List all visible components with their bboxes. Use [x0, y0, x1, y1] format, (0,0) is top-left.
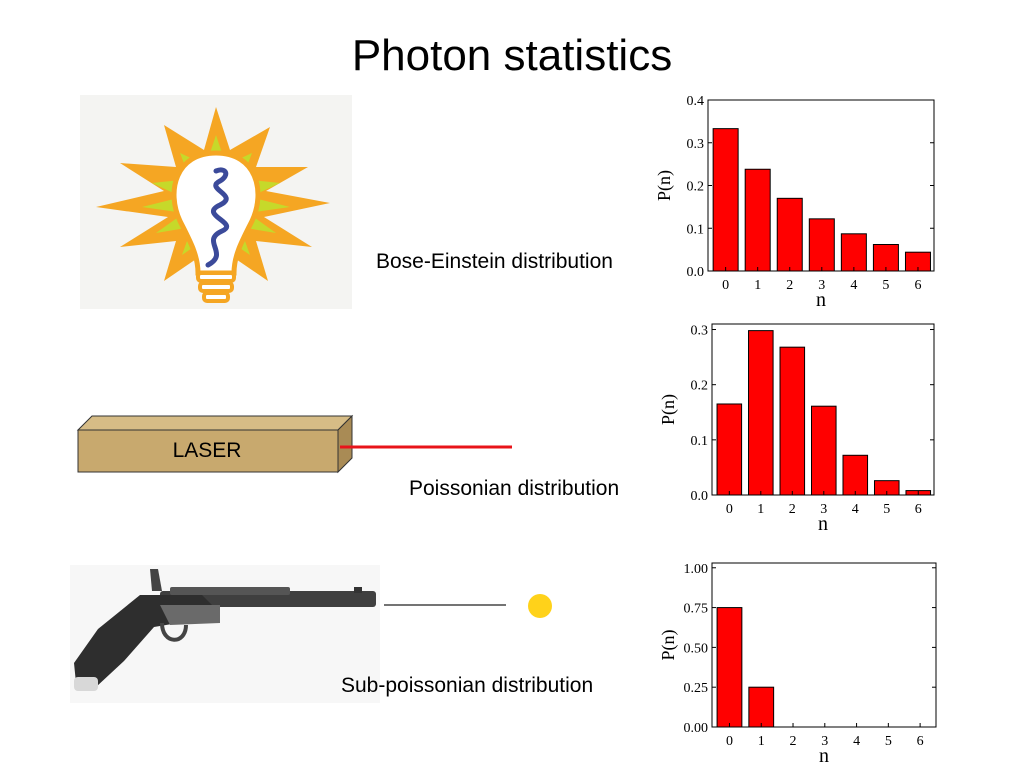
bar — [811, 405, 837, 496]
y-tick-label: 0.0 — [691, 489, 709, 504]
y-tick-label: 0.4 — [687, 94, 705, 109]
x-tick-label: 1 — [757, 502, 764, 517]
y-tick-label: 0.25 — [684, 681, 709, 696]
x-axis-label: n — [818, 513, 828, 535]
bar — [872, 243, 899, 272]
x-tick-label: 3 — [821, 734, 828, 749]
laser-beam — [340, 445, 512, 449]
chart-poissonian: 0 1 2 3 4 5 6 0.0 0.1 0.2 0.3 n P(n) — [642, 320, 942, 542]
y-axis-label: P(n) — [658, 394, 679, 425]
x-tick-label: 0 — [726, 734, 733, 749]
y-axis-label: P(n) — [654, 170, 675, 201]
bar — [744, 168, 771, 272]
x-tick-label: 3 — [818, 278, 825, 293]
photon-dot-icon — [528, 594, 552, 618]
poissonian-label: Poissonian distribution — [409, 477, 620, 500]
x-tick-label: 2 — [789, 502, 796, 517]
bar — [712, 128, 739, 272]
y-tick-label: 1.00 — [684, 562, 709, 577]
y-tick-label: 0.50 — [684, 641, 709, 656]
bar — [779, 346, 806, 496]
x-tick-label: 2 — [790, 734, 797, 749]
x-tick-label: 1 — [758, 734, 765, 749]
y-tick-label: 0.3 — [691, 324, 709, 339]
bar — [842, 454, 869, 496]
page-title: Photon statistics — [351, 31, 673, 80]
x-tick-label: 2 — [786, 278, 793, 293]
bar — [748, 330, 774, 496]
x-tick-label: 3 — [820, 502, 827, 517]
y-tick-label: 0.00 — [684, 721, 709, 736]
bar — [840, 233, 867, 272]
y-axis-label: P(n) — [658, 629, 679, 660]
x-tick-label: 0 — [722, 278, 729, 293]
y-tick-label: 0.2 — [691, 379, 709, 394]
y-tick-label: 0.1 — [691, 434, 709, 449]
x-tick-label: 6 — [917, 734, 924, 749]
x-tick-label: 5 — [885, 734, 892, 749]
x-tick-label: 5 — [882, 278, 889, 293]
plot-frame — [711, 562, 937, 728]
light-bulb-icon — [80, 95, 352, 309]
pistol-icon — [70, 565, 380, 703]
x-tick-label: 6 — [914, 278, 921, 293]
x-tick-label: 5 — [883, 502, 890, 517]
bar — [716, 607, 743, 728]
laser-label: LASER — [172, 439, 242, 462]
x-tick-label: 0 — [726, 502, 733, 517]
y-tick-label: 0.75 — [684, 602, 709, 617]
laser-box-icon — [76, 414, 356, 474]
bar — [748, 686, 775, 728]
chart-sub-poissonian: 0 1 2 3 4 5 6 0.00 0.25 0.50 0.75 1.00 n P(n) — [642, 555, 942, 768]
x-axis-label: n — [816, 289, 826, 311]
x-tick-label: 4 — [853, 734, 860, 749]
bulb-base — [196, 271, 236, 303]
x-axis-label: n — [819, 745, 829, 767]
y-tick-label: 0.2 — [687, 180, 705, 195]
y-tick-label: 0.3 — [687, 137, 705, 152]
bar — [776, 197, 803, 272]
bar — [716, 403, 743, 496]
x-tick-label: 4 — [852, 502, 859, 517]
bullet-trail — [384, 604, 506, 606]
x-tick-label: 1 — [754, 278, 761, 293]
bulb-filament — [205, 167, 230, 268]
chart-bose-einstein: 0 1 2 3 4 5 6 0.0 0.1 0.2 0.3 0.4 n P(n) — [642, 92, 942, 314]
y-tick-label: 0.0 — [687, 265, 705, 280]
bose-einstein-label: Bose-Einstein distribution — [376, 250, 613, 273]
y-tick-label: 0.1 — [687, 222, 705, 237]
x-tick-label: 6 — [915, 502, 922, 517]
bar — [808, 218, 835, 272]
sub-poissonian-label: Sub-poissonian distribution — [341, 674, 594, 697]
x-tick-label: 4 — [850, 278, 857, 293]
